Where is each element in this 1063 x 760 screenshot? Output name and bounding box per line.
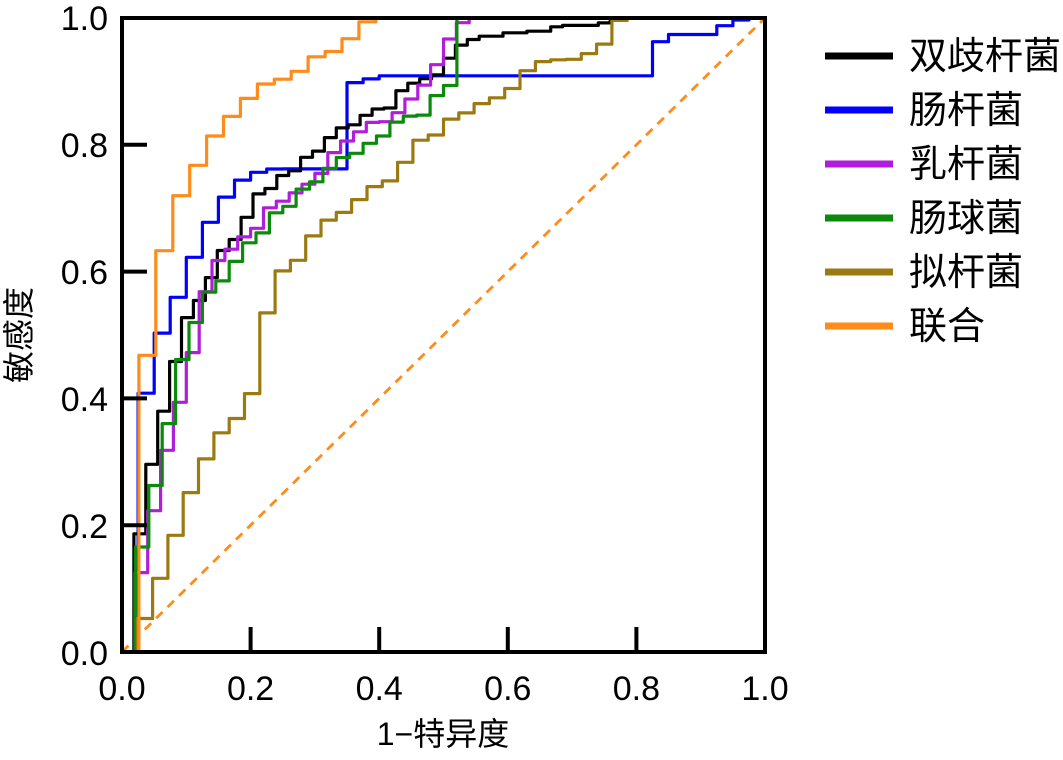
svg-text:0.4: 0.4 [61,381,108,419]
svg-text:0.0: 0.0 [61,635,108,673]
svg-text:0.4: 0.4 [356,670,403,708]
svg-text:0.6: 0.6 [484,670,531,708]
svg-text:1−特异度: 1−特异度 [377,716,510,752]
svg-text:肠球菌: 肠球菌 [909,198,1023,240]
svg-text:0.8: 0.8 [61,127,108,165]
svg-text:敏感度: 敏感度 [1,287,37,383]
svg-text:1.0: 1.0 [61,0,108,38]
svg-text:0.6: 0.6 [61,254,108,292]
svg-text:双歧杆菌: 双歧杆菌 [909,36,1061,78]
svg-text:0.2: 0.2 [61,508,108,546]
svg-text:0.2: 0.2 [227,670,274,708]
svg-text:0.0: 0.0 [98,670,145,708]
svg-text:1.0: 1.0 [741,670,788,708]
svg-text:肠杆菌: 肠杆菌 [909,90,1023,132]
svg-text:拟杆菌: 拟杆菌 [909,252,1023,294]
svg-text:0.8: 0.8 [613,670,660,708]
svg-text:乳杆菌: 乳杆菌 [909,144,1023,186]
svg-text:联合: 联合 [909,306,985,348]
